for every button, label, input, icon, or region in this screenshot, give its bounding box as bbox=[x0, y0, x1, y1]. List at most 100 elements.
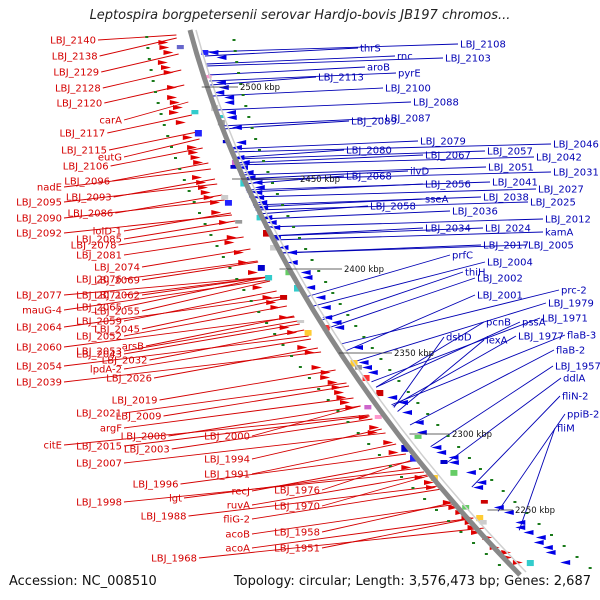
reverse-gene-arrow bbox=[231, 125, 242, 130]
left-leader-line bbox=[251, 428, 382, 460]
reverse-gene-arrow bbox=[387, 395, 398, 400]
inner-tick-mark bbox=[254, 138, 258, 140]
left-leader-line bbox=[168, 405, 361, 437]
inner-tick-mark bbox=[388, 369, 392, 371]
reverse-gene-arrow bbox=[236, 140, 247, 145]
inner-tick-mark bbox=[266, 171, 270, 173]
left-leader-line bbox=[251, 517, 474, 549]
right-feature-label: LBJ_2042 bbox=[536, 153, 582, 164]
right-feature-label: pssA bbox=[522, 318, 546, 329]
outer-tick-mark bbox=[146, 47, 150, 49]
reverse-gene-arrow bbox=[305, 285, 316, 290]
outer-tick-mark bbox=[174, 157, 178, 159]
forward-gene-arrow bbox=[210, 200, 221, 205]
reverse-gene-arrow bbox=[287, 250, 298, 255]
inner-tick-mark bbox=[250, 127, 254, 129]
cog-category-block bbox=[414, 435, 422, 439]
forward-gene-arrow bbox=[224, 240, 235, 245]
reverse-gene-arrow bbox=[243, 170, 254, 175]
left-leader-line bbox=[101, 53, 179, 73]
left-feature-label: arsB bbox=[122, 342, 144, 353]
reverse-gene-arrow bbox=[224, 95, 235, 100]
inner-tick-mark bbox=[525, 512, 529, 514]
reverse-gene-arrow bbox=[254, 185, 265, 190]
left-feature-label: LBJ_2115 bbox=[61, 146, 107, 157]
right-feature-label: LBJ_2058 bbox=[370, 202, 416, 213]
map-title: Leptospira borgpetersenii serovar Hardjo… bbox=[89, 8, 511, 23]
forward-gene-arrow bbox=[188, 150, 199, 155]
right-leader-line bbox=[212, 87, 384, 97]
right-feature-label: LBJ_2027 bbox=[538, 185, 584, 196]
right-feature-label: LBJ_2100 bbox=[385, 84, 431, 95]
forward-gene-arrow bbox=[211, 210, 222, 215]
left-leader-line bbox=[63, 316, 295, 348]
right-feature-label: LBJ_2089 bbox=[351, 117, 397, 128]
right-leader-line bbox=[430, 365, 554, 447]
cog-category-block bbox=[401, 445, 409, 452]
reverse-gene-arrow bbox=[322, 315, 333, 320]
right-feature-label: LBJ_1977 bbox=[518, 332, 564, 343]
left-feature-label: LBJ_2009 bbox=[116, 412, 162, 423]
forward-gene-arrow bbox=[226, 235, 237, 240]
left-feature-label: carA bbox=[99, 116, 122, 127]
forward-gene-arrow bbox=[167, 95, 178, 100]
left-feature-label: LBJ_2021 bbox=[76, 409, 122, 420]
left-leader-line bbox=[123, 101, 189, 121]
forward-gene-arrow bbox=[262, 295, 273, 300]
left-feature-label: LBJ_2093 bbox=[66, 193, 112, 204]
forward-gene-arrow bbox=[160, 65, 171, 70]
left-leader-line bbox=[183, 467, 421, 499]
right-feature-label: LBJ_2025 bbox=[530, 198, 576, 209]
inner-tick-mark bbox=[331, 292, 335, 294]
outer-tick-mark bbox=[423, 498, 427, 500]
right-feature-label: thiH bbox=[465, 268, 486, 279]
inner-tick-mark bbox=[310, 259, 314, 261]
left-leader-line bbox=[188, 485, 439, 517]
cog-category-block bbox=[479, 520, 487, 525]
left-feature-label: LBJ_2060 bbox=[16, 343, 62, 354]
left-feature-label: acoA bbox=[225, 544, 250, 555]
left-feature-label: LBJ_2015 bbox=[76, 442, 122, 453]
outer-tick-mark bbox=[336, 410, 340, 412]
reverse-gene-arrow bbox=[225, 110, 236, 115]
right-leader-line bbox=[328, 277, 476, 329]
right-feature-label: LBJ_2108 bbox=[460, 40, 506, 51]
right-leader-line bbox=[259, 210, 451, 220]
cog-category-block bbox=[450, 470, 458, 476]
inner-tick-mark bbox=[426, 413, 430, 415]
cog-category-block bbox=[194, 130, 202, 137]
cog-category-block bbox=[304, 330, 312, 336]
left-leader-line bbox=[110, 147, 203, 167]
reverse-gene-arrow bbox=[523, 530, 534, 535]
right-feature-label: LBJ_2001 bbox=[477, 291, 523, 302]
inner-tick-mark bbox=[370, 347, 374, 349]
left-leader-line bbox=[123, 236, 244, 256]
outer-tick-mark bbox=[242, 289, 246, 291]
left-leader-line bbox=[123, 276, 268, 308]
reverse-gene-arrow bbox=[226, 115, 237, 120]
left-feature-label: LBJ_1958 bbox=[274, 528, 320, 539]
right-leader-line bbox=[235, 156, 535, 166]
inner-tick-mark bbox=[275, 193, 279, 195]
outer-tick-mark bbox=[346, 421, 350, 423]
reverse-gene-arrow bbox=[239, 160, 250, 165]
forward-gene-arrow bbox=[157, 60, 168, 65]
left-feature-label: LBJ_2065 bbox=[76, 303, 122, 314]
right-feature-label: ddlA bbox=[563, 374, 585, 385]
right-feature-label: LBJ_2051 bbox=[488, 163, 534, 174]
forward-gene-arrow bbox=[248, 270, 259, 275]
right-leader-line bbox=[375, 321, 521, 388]
outer-tick-mark bbox=[434, 509, 438, 511]
left-feature-label: LBJ_1991 bbox=[204, 470, 250, 481]
left-leader-line bbox=[63, 199, 225, 219]
forward-gene-arrow bbox=[311, 365, 322, 370]
inner-tick-mark bbox=[235, 61, 239, 63]
right-leader-line bbox=[255, 201, 529, 211]
left-feature-label: LBJ_1976 bbox=[274, 486, 320, 497]
scale-kbp-label: 2400 kbp bbox=[344, 265, 384, 275]
outer-tick-mark bbox=[215, 245, 219, 247]
left-leader-line bbox=[123, 471, 425, 503]
outer-tick-mark bbox=[400, 476, 404, 478]
left-feature-label: LBJ_2054 bbox=[16, 362, 62, 373]
